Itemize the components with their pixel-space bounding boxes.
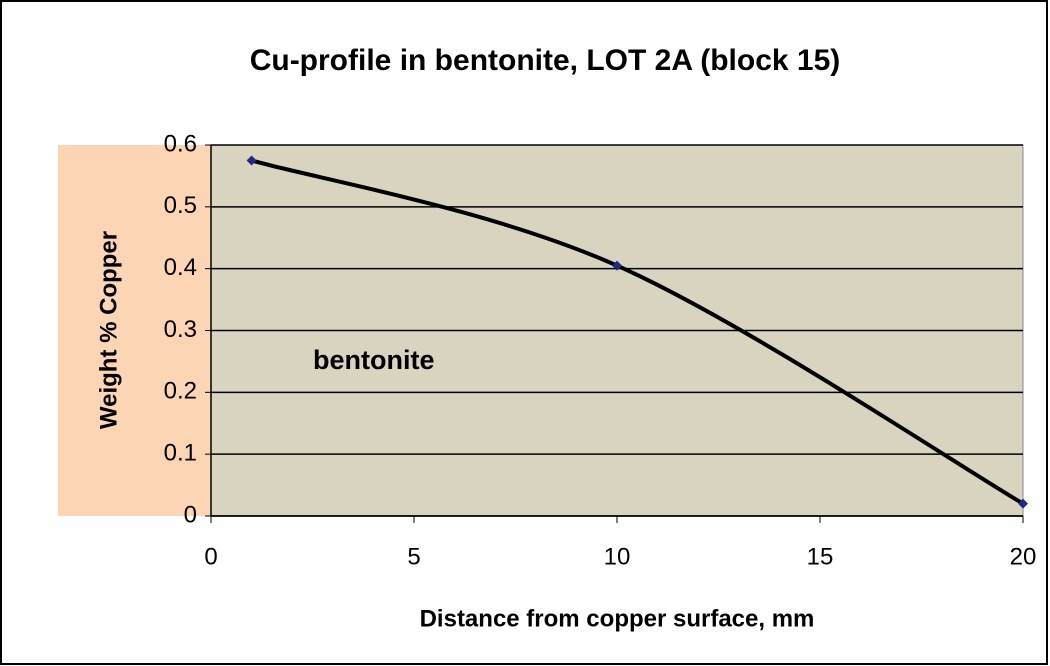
x-axis-label: Distance from copper surface, mm [420, 605, 815, 632]
chart-title: Cu-profile in bentonite, LOT 2A (block 1… [250, 44, 841, 77]
y-tick-label: 0.2 [164, 378, 197, 405]
y-axis-label: Weight % Copper [95, 231, 122, 429]
y-tick-label: 0.4 [164, 254, 197, 281]
data-point [612, 260, 622, 271]
y-tick-label: 0.3 [164, 316, 197, 343]
x-tick-label: 20 [1010, 543, 1037, 570]
x-tick-label: 5 [407, 543, 420, 570]
x-tick-label: 0 [204, 543, 217, 570]
x-tick-label: 15 [807, 543, 834, 570]
data-point [246, 155, 257, 166]
y-tick-label: 0.6 [164, 130, 197, 157]
y-label-band [58, 145, 211, 516]
x-tick-label: 10 [604, 543, 631, 570]
y-tick-label: 0.1 [164, 440, 197, 467]
y-tick-label: 0.5 [164, 192, 197, 219]
y-tick-label: 0 [184, 501, 197, 528]
annotation: bentonite [313, 345, 435, 375]
data-point [1018, 498, 1028, 509]
